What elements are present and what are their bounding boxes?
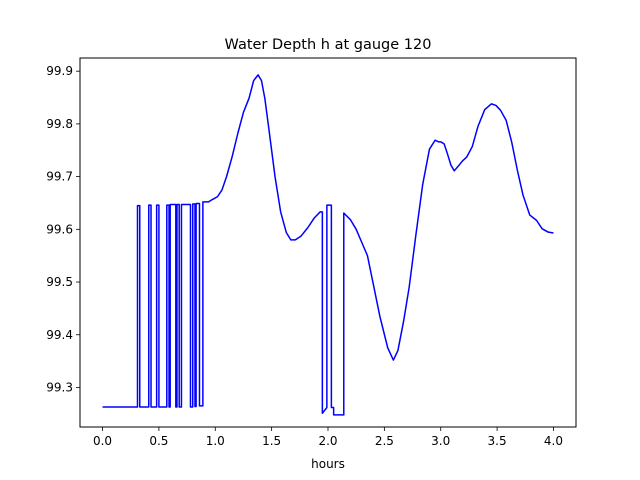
x-tick-label: 3.0 (431, 434, 450, 448)
x-axis: 0.0 0.5 1.0 1.5 2.0 2.5 3.0 3.5 4.0 (93, 427, 563, 448)
y-tick-label: 99.5 (46, 275, 73, 289)
x-axis-label: hours (311, 457, 345, 471)
x-tick-label: 1.5 (262, 434, 281, 448)
y-tick-label: 99.6 (46, 222, 73, 236)
y-tick-label: 99.4 (46, 328, 73, 342)
y-tick-label: 99.9 (46, 64, 73, 78)
x-tick-label: 2.5 (375, 434, 394, 448)
x-tick-label: 3.5 (488, 434, 507, 448)
y-axis: 99.3 99.4 99.5 99.6 99.7 99.8 99.9 (46, 64, 80, 394)
y-tick-label: 99.3 (46, 380, 73, 394)
x-tick-label: 0.5 (149, 434, 168, 448)
y-tick-label: 99.8 (46, 117, 73, 131)
series-line (102, 74, 554, 416)
x-tick-label: 4.0 (544, 434, 563, 448)
chart-title: Water Depth h at gauge 120 (225, 37, 432, 53)
x-tick-label: 1.0 (206, 434, 225, 448)
y-tick-label: 99.7 (46, 170, 73, 184)
x-tick-label: 2.0 (318, 434, 337, 448)
x-tick-label: 0.0 (93, 434, 112, 448)
